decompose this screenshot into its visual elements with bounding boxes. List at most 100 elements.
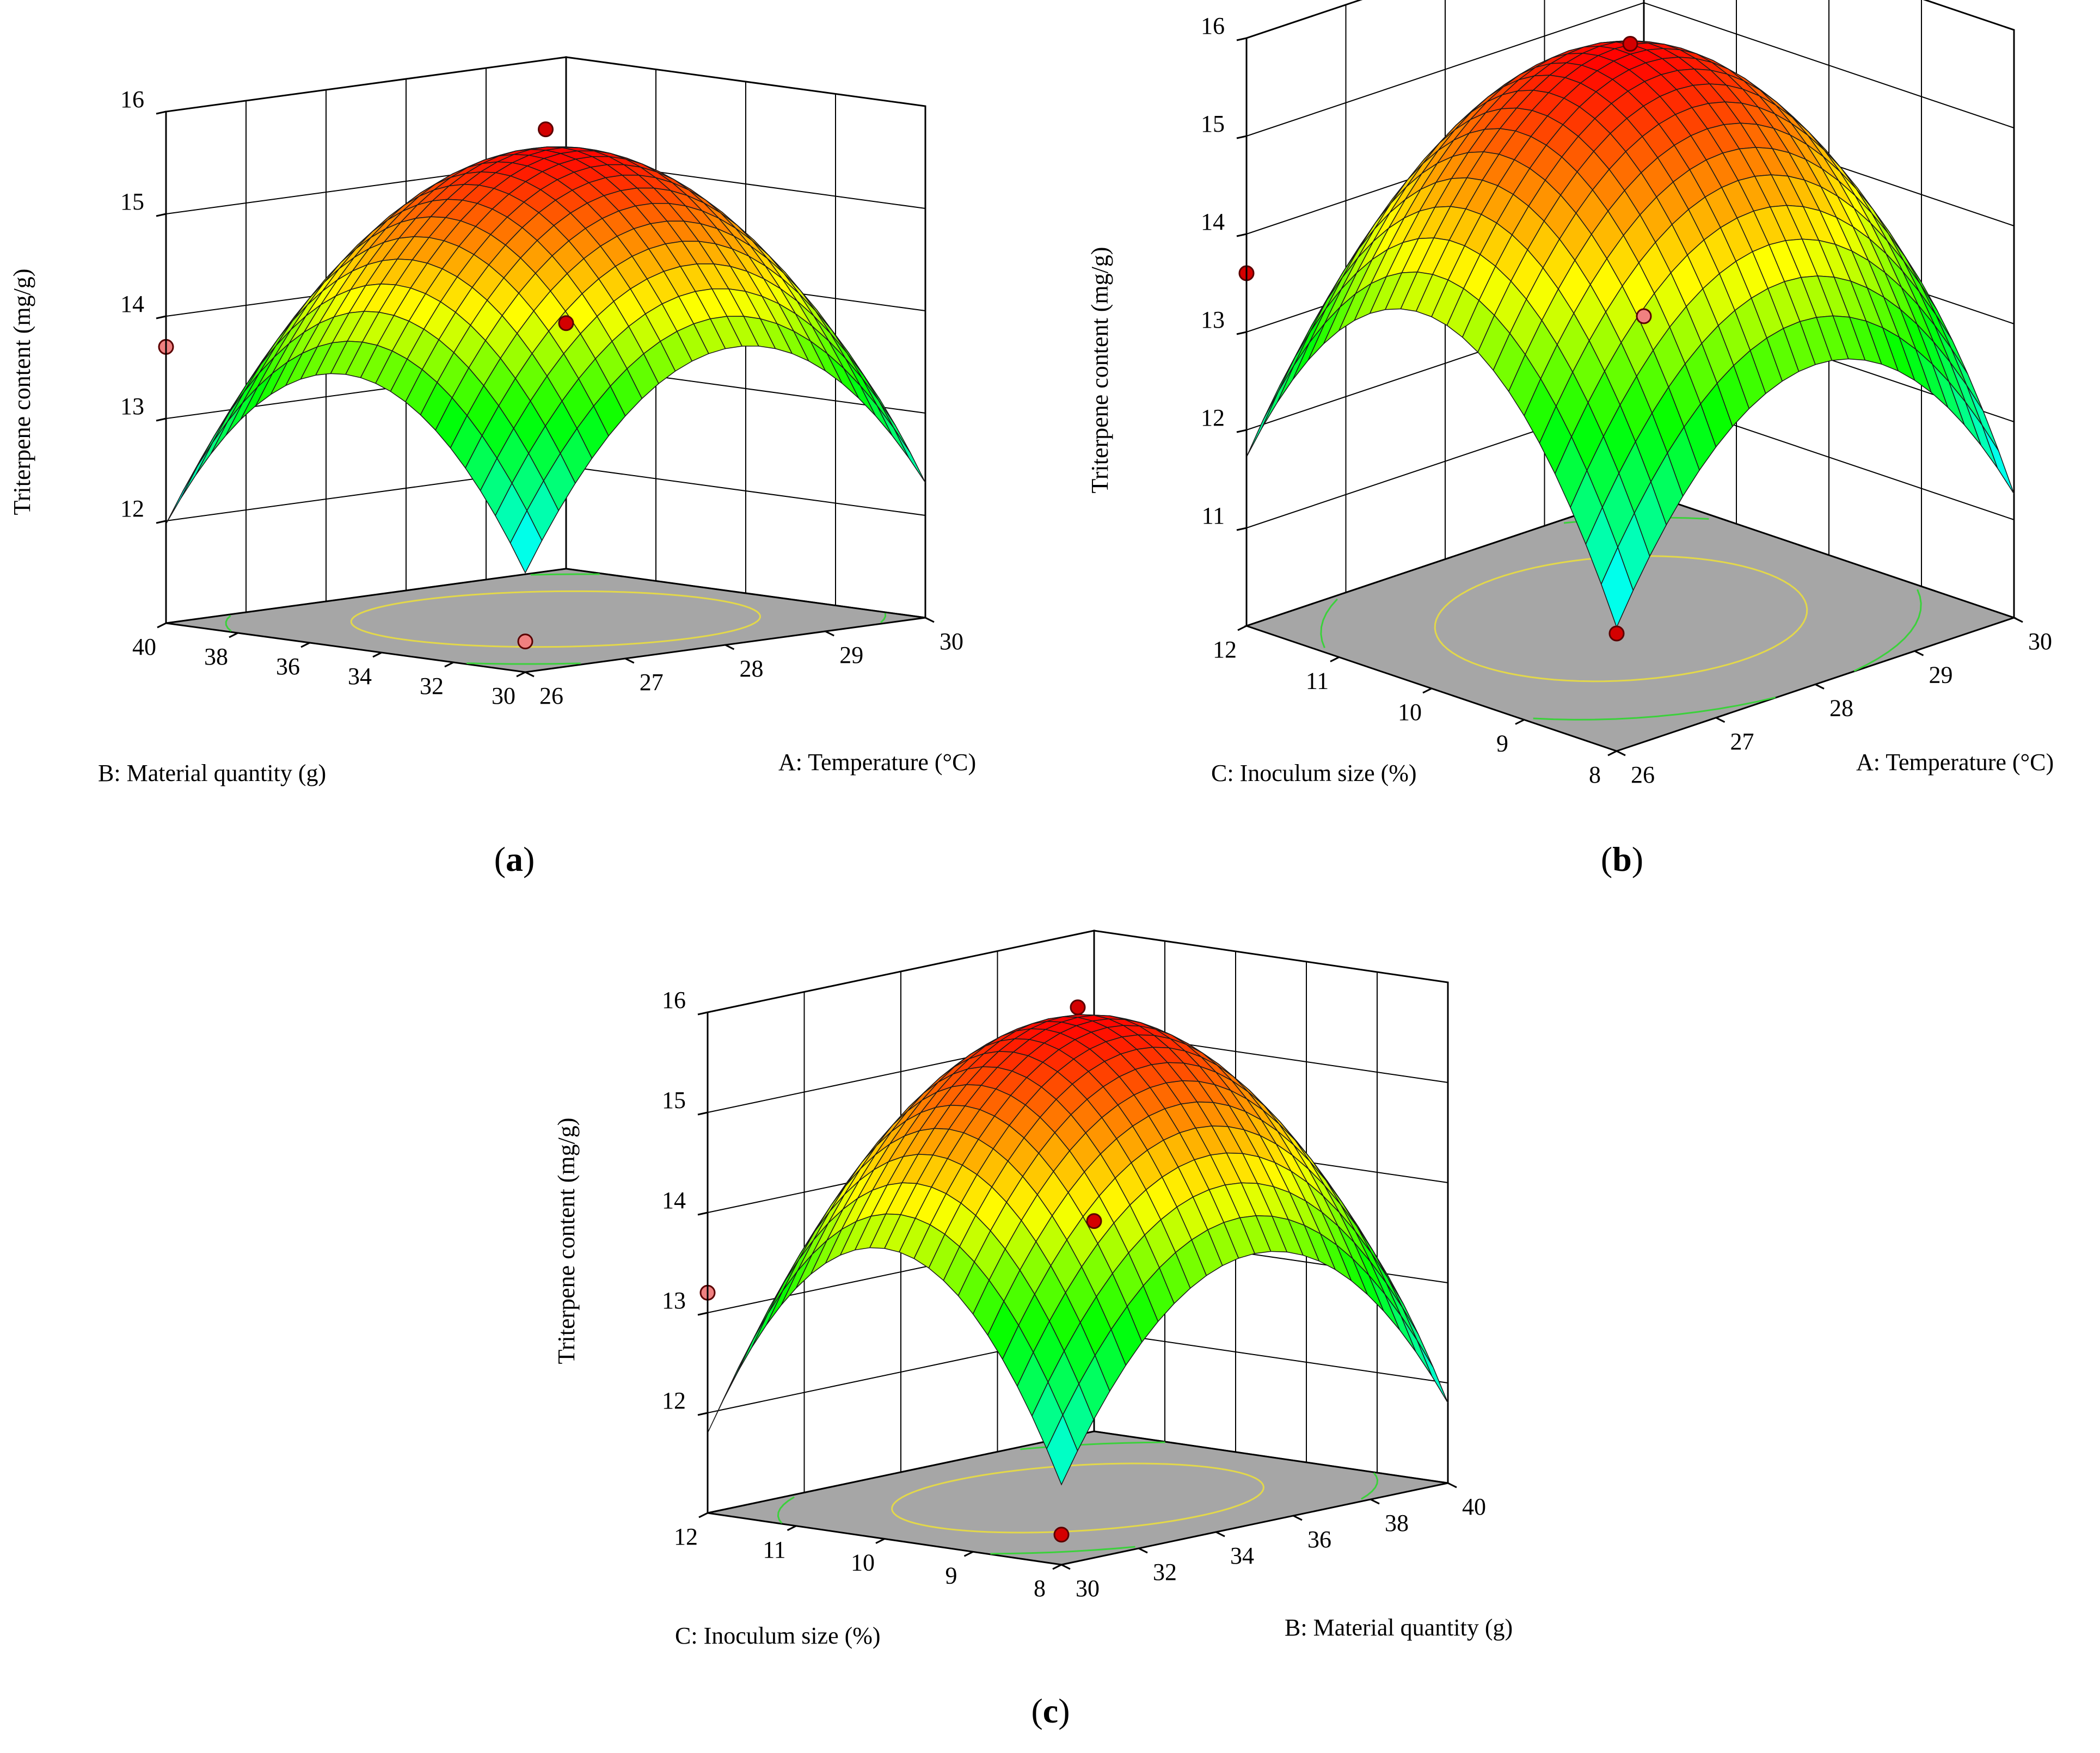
y-tick [1607,750,1617,756]
floor-contour-inner [891,1462,1264,1534]
floor-contour-outer [1361,1472,1379,1500]
panel-label: (a) [494,840,535,878]
z-tick [697,1111,708,1116]
floor-contour-outer [1853,589,1922,672]
z-tick-label: 14 [1201,208,1225,235]
z-tick [1236,135,1247,139]
y-tick-label: 9 [945,1562,957,1589]
z-tick [156,520,167,524]
panel-label: (b) [1601,840,1643,878]
z-tick [1236,429,1247,433]
x-axis-title: B: Material quantity (g) [1285,1614,1513,1641]
panel-label-letter: c [1043,1692,1058,1730]
y-tick [1237,625,1247,631]
y-tick-label: 9 [1496,730,1508,757]
z-tick-label: 12 [1201,404,1225,431]
response-surface [707,1014,1448,1486]
y-tick-label: 30 [492,682,515,709]
x-tick [1138,1547,1148,1554]
y-tick [300,642,310,648]
z-tick [156,110,167,115]
surface-cell [509,509,543,574]
x-tick-label: 29 [1929,661,1953,688]
x-tick-label: 36 [1307,1526,1331,1553]
x-tick [1293,1515,1303,1521]
panel-label-open: ( [1601,840,1612,878]
z-tick-label: 12 [120,495,144,522]
z-tick [697,1211,708,1216]
z-tick [1236,527,1247,531]
x-tick [2013,617,2023,623]
x-tick-label: 34 [1230,1542,1254,1569]
design-point [1086,1213,1102,1229]
y-tick-label: 11 [1306,668,1329,694]
x-tick-label: 30 [1076,1575,1100,1602]
z-axis-title: Triterpene content (mg/g) [9,269,35,515]
floor-plane [165,568,926,673]
floor-plane [707,1430,1448,1566]
z-tick-label: 15 [120,188,144,215]
chart-panel-b: 11 12 13 14 15 16 26 27 28 29 30 8 9 10 11 12 Triterpene… [1086,0,2054,878]
floor-contour-outer [990,1546,1135,1555]
z-axis-title: Triterpene content (mg/g) [553,1118,580,1364]
z-tick-label: 13 [120,393,144,420]
y-tick [963,1551,974,1557]
panel-label-open: ( [1031,1692,1042,1730]
x-tick [724,644,735,650]
y-tick [787,1525,797,1531]
y-tick [444,661,454,668]
y-tick [1422,687,1432,694]
y-axis-title: B: Material quantity (g) [98,760,326,786]
x-tick-label: 26 [1631,761,1655,788]
z-tick [697,1412,708,1416]
y-tick-label: 10 [1398,699,1422,725]
design-point [1636,308,1652,324]
x-tick [925,617,935,623]
y-tick-label: 40 [132,633,156,660]
x-tick-label: 30 [2028,628,2052,655]
floor-contour-inner [1434,555,1808,682]
x-tick-label: 40 [1462,1493,1486,1520]
z-tick [697,1011,708,1016]
design-point [1070,999,1086,1016]
chart-panel-a: 12 13 14 15 16 26 27 28 29 30 30 32 34 36 38 40 Triterpe… [9,56,976,878]
y-tick [229,632,238,638]
y-tick [875,1538,885,1544]
y-tick-label: 11 [763,1536,785,1563]
panel-label-close: ) [523,840,535,878]
chart-panel-c: 12 13 14 15 16 30 32 34 36 38 40 8 9 10 11 12 Triterpene… [553,930,1513,1730]
x-tick-label: 29 [839,642,863,668]
design-point [1622,36,1638,52]
design-point [1608,625,1625,642]
x-tick-label: 38 [1385,1510,1409,1536]
x-tick [1815,684,1825,690]
floor-contour-outer [777,1496,795,1524]
z-tick [156,417,167,422]
x-tick-label: 30 [940,628,963,655]
response-surface [165,146,926,574]
x-tick [1370,1498,1380,1505]
x-tick-label: 27 [1730,728,1754,755]
z-axis-title: Triterpene content (mg/g) [1086,247,1113,494]
x-tick [1914,650,1924,656]
panel-label-close: ) [1058,1692,1070,1730]
surface-cell [1046,1414,1078,1486]
y-tick-label: 12 [1213,636,1237,663]
y-tick [1330,656,1340,662]
z-tick [156,213,167,217]
x-tick-label: 28 [1829,695,1853,722]
panel-label-letter: a [506,840,523,878]
y-tick-label: 10 [851,1549,875,1576]
z-tick-label: 12 [662,1387,686,1414]
z-tick-label: 16 [1201,13,1225,39]
panel-label-close: ) [1632,840,1643,878]
z-tick [1236,233,1247,237]
floor-contour-outer [880,613,887,623]
x-axis-title: A: Temperature (°C) [778,749,976,776]
z-tick-label: 11 [1202,502,1225,529]
y-tick [516,671,526,678]
y-tick-label: 32 [420,673,444,699]
floor-contour-outer [1533,696,1776,721]
y-tick-label: 8 [1034,1575,1046,1602]
